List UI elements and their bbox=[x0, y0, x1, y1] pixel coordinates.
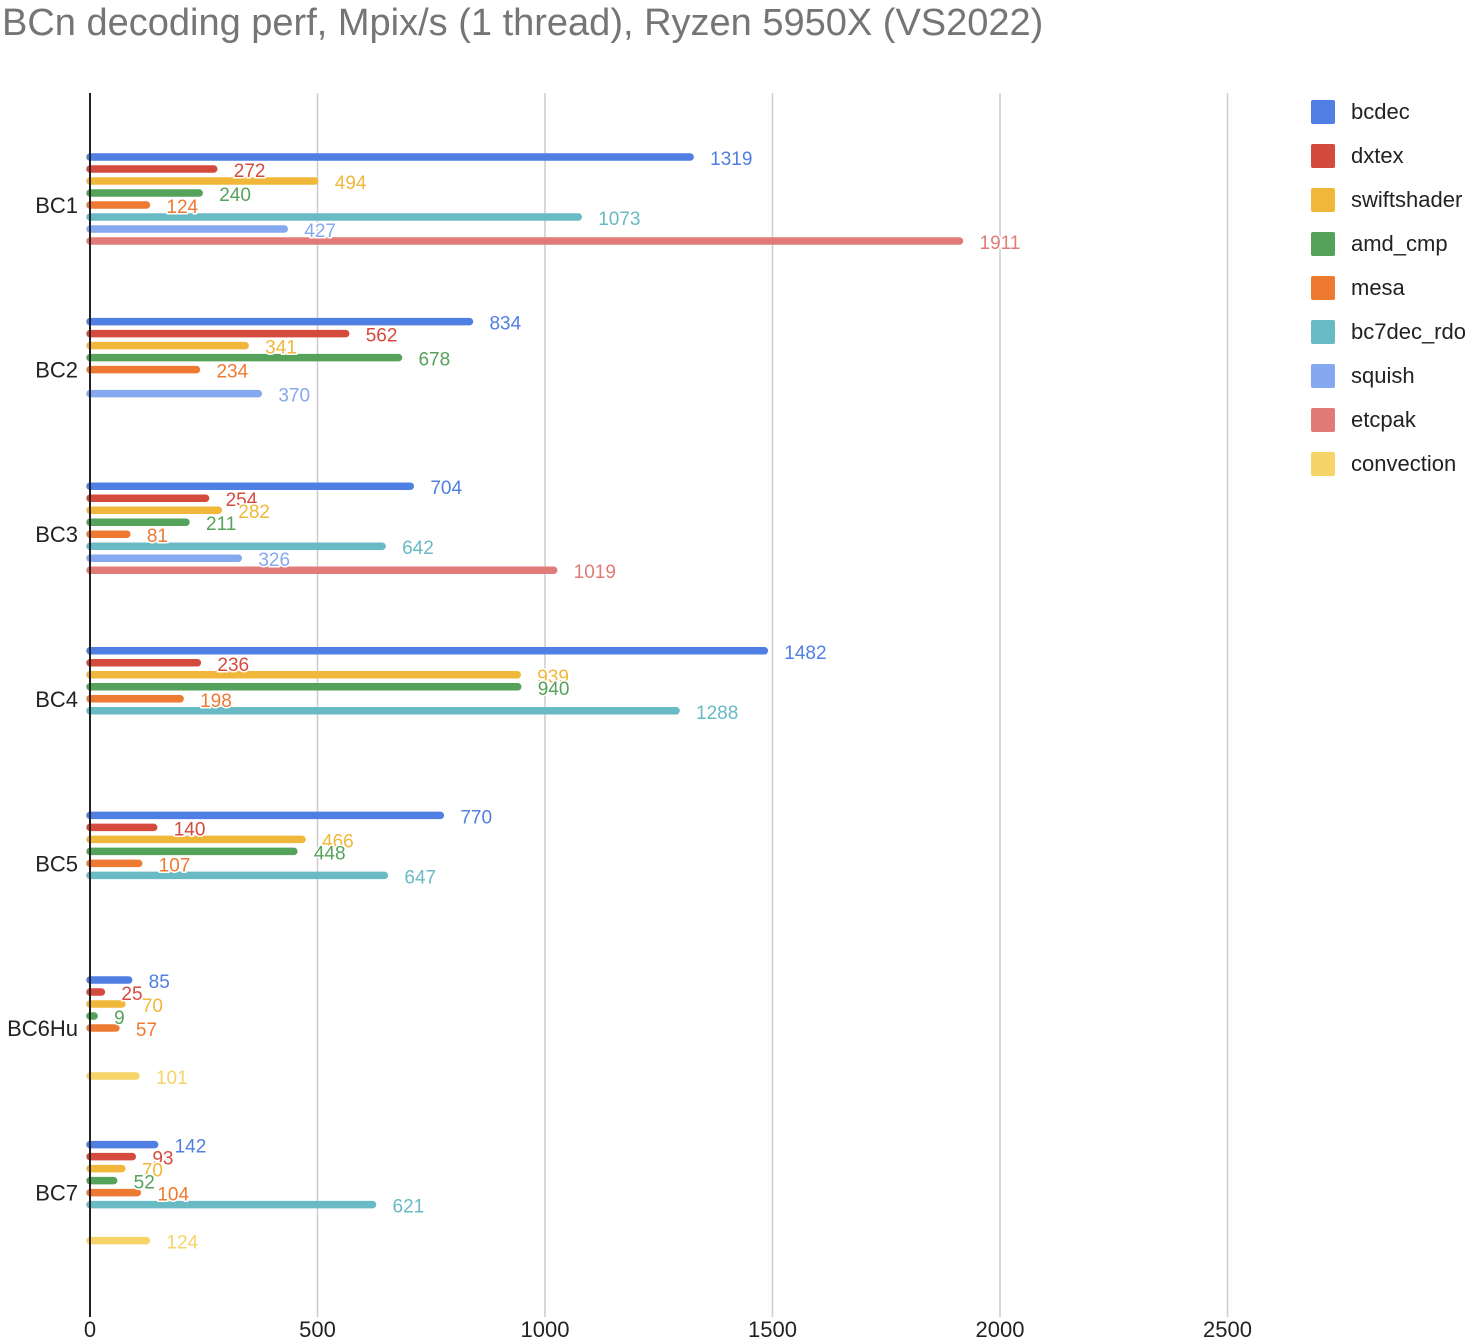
data-label-bc1-etcpak: 1911 bbox=[980, 233, 1021, 254]
data-label-bc6hu-bcdec: 85 bbox=[149, 972, 170, 993]
legend-label-amd-cmp: amd_cmp bbox=[1351, 231, 1448, 256]
x-tick-label-2500: 2500 bbox=[1203, 1317, 1252, 1342]
x-tick-label-1500: 1500 bbox=[748, 1317, 797, 1342]
data-label-bc3-mesa: 81 bbox=[147, 526, 168, 547]
data-label-bc3-bc7dec-rdo: 642 bbox=[402, 538, 434, 559]
gridlines bbox=[316, 93, 1229, 1317]
x-tick-labels: 0 500 1000 1500 2000 2500 bbox=[84, 1317, 1252, 1342]
data-label-bc5-bcdec: 770 bbox=[460, 807, 492, 828]
legend-label-dxtex: dxtex bbox=[1351, 143, 1404, 168]
legend-label-squish: squish bbox=[1351, 363, 1415, 388]
data-label-bc4-bc7dec-rdo: 1288 bbox=[696, 703, 738, 724]
category-label-bc7: BC7 bbox=[35, 1181, 78, 1206]
legend-label-bc7dec-rdo: bc7dec_rdo bbox=[1351, 319, 1466, 344]
legend-swatch-amd-cmp bbox=[1311, 232, 1335, 256]
legend-label-mesa: mesa bbox=[1351, 275, 1405, 300]
data-label-bc4-mesa: 198 bbox=[200, 691, 232, 712]
data-label-bc5-amd-cmp: 448 bbox=[314, 843, 346, 864]
data-label-bc1-dxtex: 272 bbox=[234, 161, 266, 182]
legend-swatch-swiftshader bbox=[1311, 188, 1335, 212]
data-label-bc4-amd-cmp: 940 bbox=[538, 679, 570, 700]
data-label-bc1-swiftshader: 494 bbox=[335, 173, 367, 194]
data-label-bc7-amd-cmp: 52 bbox=[134, 1173, 155, 1194]
data-label-bc4-swiftshader: 939 bbox=[537, 667, 569, 688]
legend-label-etcpak: etcpak bbox=[1351, 407, 1416, 432]
data-label-bc7-convection: 124 bbox=[166, 1233, 198, 1254]
category-label-bc3: BC3 bbox=[35, 522, 78, 547]
data-label-bc5-dxtex: 140 bbox=[174, 819, 206, 840]
data-label-bc3-swiftshader: 282 bbox=[238, 502, 270, 523]
data-label-bc2-amd-cmp: 678 bbox=[418, 350, 450, 371]
data-label-bc3-etcpak: 1019 bbox=[574, 562, 616, 583]
data-label-bc6hu-mesa: 57 bbox=[136, 1020, 157, 1041]
legend-swatch-dxtex bbox=[1311, 144, 1335, 168]
legend-item-squish: squish bbox=[1311, 354, 1466, 398]
data-label-bc1-bcdec: 1319 bbox=[710, 149, 752, 170]
legend-label-swiftshader: swiftshader bbox=[1351, 187, 1463, 212]
legend-swatch-etcpak bbox=[1311, 408, 1335, 432]
chart-title: BCn decoding perf, Mpix/s (1 thread), Ry… bbox=[2, 2, 1044, 44]
data-label-bc1-bc7dec-rdo: 1073 bbox=[598, 209, 640, 230]
data-label-bc3-amd-cmp: 211 bbox=[206, 514, 236, 535]
data-label-bc4-bcdec: 1482 bbox=[784, 643, 826, 664]
legend-item-bcdec: bcdec bbox=[1311, 90, 1466, 134]
legend-item-etcpak: etcpak bbox=[1311, 398, 1466, 442]
data-label-bc6hu-swiftshader: 70 bbox=[142, 996, 163, 1017]
data-label-bc5-swiftshader: 466 bbox=[322, 831, 354, 852]
category-labels: BC1 BC2 BC3 BC4 BC5 BC6Hu BC7 bbox=[7, 193, 78, 1206]
legend-swatch-squish bbox=[1311, 364, 1335, 388]
legend-swatch-bc7dec-rdo bbox=[1311, 320, 1335, 344]
data-label-bc3-bcdec: 704 bbox=[430, 478, 462, 499]
data-label-bc7-dxtex: 93 bbox=[152, 1149, 173, 1170]
legend-item-bc7dec-rdo: bc7dec_rdo bbox=[1311, 310, 1466, 354]
legend-label-convection: convection bbox=[1351, 451, 1457, 476]
x-tick-label-2000: 2000 bbox=[976, 1317, 1025, 1342]
data-label-bc2-squish: 370 bbox=[278, 386, 310, 407]
data-label-bc6hu-dxtex: 25 bbox=[121, 984, 142, 1005]
data-labels: 1319 272 494 240 124 1073 427 1911 834 562 341 678 2… bbox=[113, 148, 1022, 1256]
legend-swatch-mesa bbox=[1311, 276, 1335, 300]
legend-item-amd-cmp: amd_cmp bbox=[1311, 222, 1466, 266]
data-label-bc2-swiftshader: 341 bbox=[265, 338, 297, 359]
data-label-bc2-dxtex: 562 bbox=[366, 326, 398, 347]
legend-item-mesa: mesa bbox=[1311, 266, 1466, 310]
data-label-bc7-mesa: 104 bbox=[157, 1185, 189, 1206]
legend-item-swiftshader: swiftshader bbox=[1311, 178, 1466, 222]
data-label-bc1-mesa: 124 bbox=[166, 197, 198, 218]
data-label-bc6hu-amd-cmp: 9 bbox=[114, 1008, 125, 1029]
data-label-bc2-mesa: 234 bbox=[216, 362, 248, 383]
data-label-bc7-bcdec: 142 bbox=[175, 1137, 207, 1158]
category-label-bc1: BC1 bbox=[35, 193, 78, 218]
x-tick-label-500: 500 bbox=[299, 1317, 336, 1342]
legend-swatch-convection bbox=[1311, 452, 1335, 476]
category-label-bc2: BC2 bbox=[35, 358, 78, 383]
data-label-bc5-mesa: 107 bbox=[159, 855, 191, 876]
category-label-bc4: BC4 bbox=[35, 687, 78, 712]
data-label-bc5-bc7dec-rdo: 647 bbox=[404, 867, 436, 888]
legend-label-bcdec: bcdec bbox=[1351, 99, 1410, 124]
data-label-bc3-squish: 326 bbox=[258, 550, 290, 571]
data-label-bc3-dxtex: 254 bbox=[226, 490, 258, 511]
data-label-bc2-bcdec: 834 bbox=[489, 314, 521, 335]
legend-swatch-bcdec bbox=[1311, 100, 1335, 124]
data-label-bc6hu-convection: 101 bbox=[156, 1068, 188, 1089]
data-label-bc1-squish: 427 bbox=[304, 221, 336, 242]
x-tick-label-1000: 1000 bbox=[521, 1317, 570, 1342]
legend-item-convection: convection bbox=[1311, 442, 1466, 486]
category-label-bc5: BC5 bbox=[35, 851, 78, 876]
x-tick-label-0: 0 bbox=[84, 1317, 96, 1342]
data-label-bc7-swiftshader: 70 bbox=[142, 1161, 163, 1182]
data-label-bc4-dxtex: 236 bbox=[217, 655, 249, 676]
category-label-bc6hu: BC6Hu bbox=[7, 1016, 78, 1041]
data-label-bc1-amd-cmp: 240 bbox=[219, 185, 251, 206]
legend-item-dxtex: dxtex bbox=[1311, 134, 1466, 178]
data-label-bc7-bc7dec-rdo: 621 bbox=[393, 1197, 425, 1218]
bars bbox=[86, 153, 964, 1245]
